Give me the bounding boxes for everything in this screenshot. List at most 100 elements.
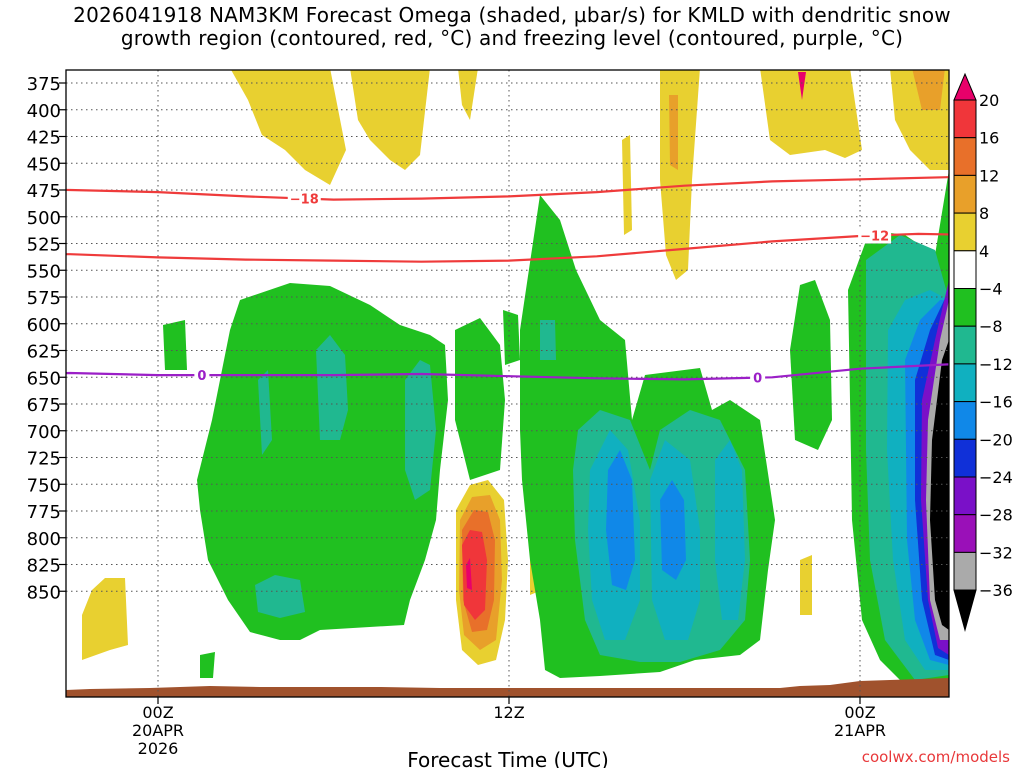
omega-positive-region: [760, 70, 862, 158]
y-tick-label: 525: [27, 235, 61, 256]
omega-shading: [66, 70, 949, 697]
omega-negative-region: [660, 480, 686, 580]
contour-label: 0: [753, 372, 762, 387]
x-tick-date: 21APR: [834, 721, 886, 740]
y-tick-label: 425: [27, 128, 61, 149]
contour-label: 0: [197, 369, 206, 384]
y-tick-label: 375: [27, 74, 61, 95]
colorbar-label: −20: [979, 430, 1013, 449]
y-tick-label: 575: [27, 288, 61, 309]
omega-negative-region: [316, 335, 348, 440]
omega-positive-region: [350, 70, 430, 170]
y-tick-label: 800: [27, 529, 61, 550]
colorbar-label: −4: [979, 280, 1003, 299]
chart-title: 2026041918 NAM3KM Forecast Omega (shaded…: [0, 4, 1024, 50]
omega-positive-region: [462, 530, 487, 620]
x-tick-label: 12Z: [493, 703, 524, 722]
contour-line: [66, 176, 949, 201]
contour-label-bg: [287, 190, 321, 207]
y-tick-label: 625: [27, 342, 61, 363]
contour-line: [66, 363, 949, 381]
credit-link[interactable]: coolwx.com/models: [861, 748, 1010, 766]
omega-positive-region: [669, 95, 678, 170]
y-tick-label: 650: [27, 368, 61, 389]
omega-negative-region: [606, 450, 635, 590]
omega-positive-region: [82, 578, 128, 660]
colorbar-segment: [953, 551, 977, 591]
colorbar-segment: [953, 137, 977, 176]
y-tick-label: 450: [27, 154, 61, 175]
colorbar-segment: [953, 212, 977, 252]
contour-label: −18: [290, 193, 319, 208]
y-tick-label: 475: [27, 181, 61, 202]
x-tick-date: 20APR: [132, 721, 184, 740]
omega-negative-region: [200, 652, 215, 678]
omega-negative-region: [258, 370, 272, 455]
contour-line: [66, 232, 949, 263]
omega-negative-region: [715, 440, 745, 620]
colorbar-segment: [953, 401, 977, 440]
y-tick-label: 825: [27, 556, 61, 577]
colorbar-segment: [953, 363, 977, 403]
y-tick-label: 700: [27, 422, 61, 443]
title-line-1: 2026041918 NAM3KM Forecast Omega (shaded…: [73, 3, 951, 27]
grid: [66, 70, 949, 697]
x-tick-label: 00Z: [844, 703, 875, 722]
omega-negative-region: [455, 318, 505, 480]
colorbar-label: −12: [979, 355, 1013, 374]
y-tick-label: 550: [27, 261, 61, 282]
y-tick-label: 500: [27, 208, 61, 229]
omega-negative-region: [930, 340, 949, 630]
colorbar-segment: [953, 174, 977, 214]
colorbar-segment: [953, 99, 977, 139]
colorbar-label: −36: [979, 581, 1013, 600]
y-tick-label: 400: [27, 101, 61, 122]
y-tick-label: 725: [27, 449, 61, 470]
omega-positive-region: [798, 72, 806, 100]
y-tick-label: 850: [27, 582, 61, 603]
ground-terrain: [66, 678, 949, 697]
omega-positive-region: [466, 558, 472, 590]
omega-negative-region: [540, 320, 556, 360]
title-line-2: growth region (contoured, red, °C) and f…: [120, 26, 904, 50]
contour-label-bg: [750, 369, 766, 386]
omega-positive-region: [231, 70, 346, 185]
omega-negative-region: [790, 280, 832, 450]
contour-label: −12: [860, 229, 889, 244]
colorbar-label: −28: [979, 506, 1013, 525]
contour-label-bg: [194, 367, 210, 384]
omega-negative-region: [163, 320, 187, 370]
plot-frame: [65, 69, 950, 698]
colorbar-label: 20: [979, 91, 999, 110]
colorbar-label: −16: [979, 393, 1013, 412]
x-axis-label: Forecast Time (UTC): [407, 748, 609, 768]
omega-negative-region: [405, 360, 436, 500]
colorbar-label: 12: [979, 166, 999, 185]
y-tick-label: 750: [27, 475, 61, 496]
colorbar-label: −8: [979, 317, 1003, 336]
colorbar-segment: [953, 325, 977, 365]
y-tick-label: 675: [27, 395, 61, 416]
contour-labels: −18−18−12−12000: [194, 190, 892, 387]
colorbar-label: −32: [979, 543, 1013, 562]
x-axis: 00Z20APR202612Z00Z21APR12Z00Z22APR: [132, 697, 886, 758]
x-tick-year: 2026: [138, 739, 179, 758]
colorbar-segment: [953, 438, 977, 478]
colorbar: 20 16 12 8 4 −4 −8 −12 −16 −20 −24 −28 −32 −36: [953, 72, 1013, 632]
colorbar-segment: [953, 72, 977, 101]
omega-positive-region: [800, 555, 812, 615]
x-tick-label: 00Z: [142, 703, 173, 722]
colorbar-segment: [953, 589, 977, 632]
contour-label-bg: [858, 227, 892, 244]
colorbar-label: 8: [979, 204, 989, 223]
omega-negative-region: [255, 575, 305, 618]
y-tick-label: 775: [27, 502, 61, 523]
colorbar-segment: [953, 288, 977, 327]
contours: [66, 176, 949, 381]
colorbar-segment: [953, 250, 977, 290]
omega-positive-region: [912, 70, 945, 110]
omega-positive-region: [458, 70, 478, 120]
omega-negative-region: [197, 283, 448, 640]
colorbar-label: 4: [979, 242, 989, 261]
colorbar-segment: [953, 476, 977, 516]
